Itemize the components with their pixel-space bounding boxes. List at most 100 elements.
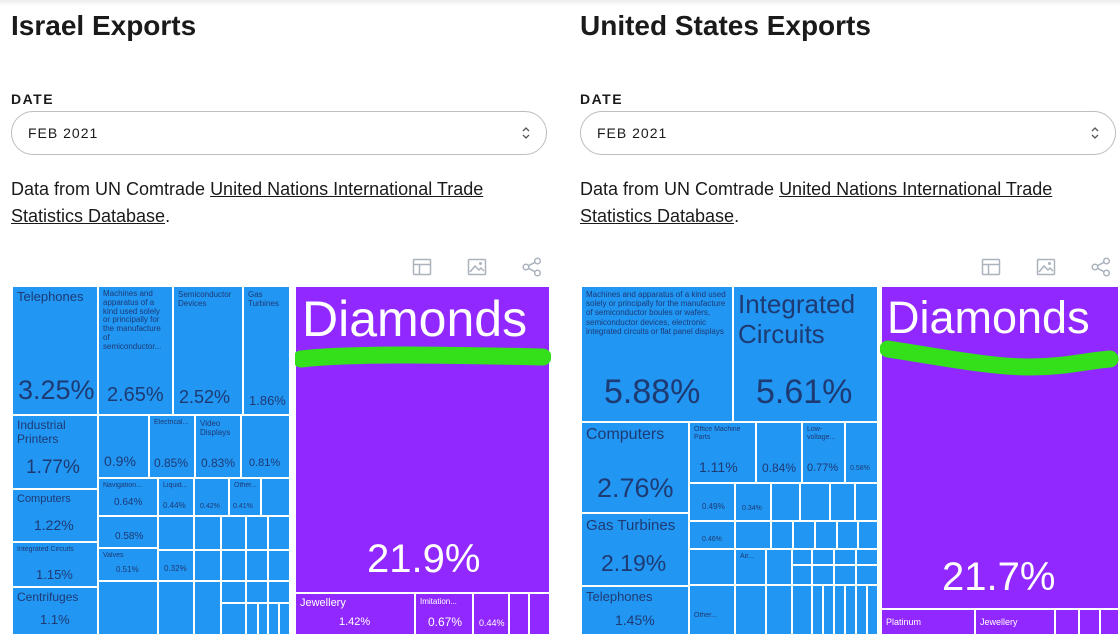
treemap-tile[interactable] — [689, 549, 735, 585]
treemap-tile[interactable] — [261, 478, 290, 516]
table-icon[interactable] — [411, 256, 433, 278]
treemap-tile[interactable]: 0.34% — [735, 483, 771, 521]
treemap-tile[interactable]: Navigation... 0.64% — [98, 478, 158, 516]
treemap-tile[interactable]: Gas Turbines 2.19% — [581, 513, 689, 586]
treemap-tile[interactable] — [792, 565, 812, 585]
treemap-tile[interactable]: Platinum — [881, 609, 975, 635]
table-icon[interactable] — [980, 256, 1002, 278]
treemap-tile[interactable] — [509, 593, 529, 635]
treemap-tile[interactable]: Video Displays 0.83% — [195, 415, 241, 478]
treemap-tile[interactable]: Computers 2.76% — [581, 422, 689, 513]
treemap-tile[interactable] — [1079, 609, 1100, 635]
treemap-tile[interactable]: Semiconductor Devices 2.52% — [173, 286, 243, 415]
image-icon[interactable] — [466, 256, 488, 278]
treemap-tile-diamonds[interactable]: Diamonds 21.9% — [295, 286, 550, 593]
treemap-tile[interactable] — [771, 483, 800, 521]
treemap-tile[interactable] — [194, 550, 221, 581]
treemap-tile[interactable]: 0.58% — [845, 422, 878, 483]
treemap-tile[interactable] — [792, 585, 812, 635]
treemap-tile[interactable]: Low-voltage... 0.77% — [802, 422, 845, 483]
treemap-tile[interactable]: Office Machine Parts 1.11% — [689, 422, 756, 483]
treemap-tile[interactable]: Other... — [689, 585, 735, 635]
treemap-tile[interactable]: Jewellery — [975, 609, 1055, 635]
treemap-tile[interactable] — [1100, 609, 1119, 635]
treemap-tile[interactable] — [792, 549, 812, 565]
treemap-tile[interactable]: 0.58% — [98, 516, 158, 548]
treemap-tile[interactable] — [812, 585, 823, 635]
treemap-tile[interactable] — [837, 521, 858, 549]
treemap-tile[interactable]: Centrifuges 1.1% — [12, 587, 98, 635]
treemap-tile[interactable] — [221, 581, 246, 603]
treemap-tile[interactable] — [268, 516, 290, 550]
treemap-tile[interactable]: 0.44% — [473, 593, 509, 635]
treemap-tile[interactable]: Other... 0.41% — [229, 478, 261, 516]
treemap-tile[interactable] — [98, 581, 158, 635]
source-link[interactable]: United Nations International Trade Stati… — [580, 179, 1053, 226]
treemap-tile[interactable] — [194, 516, 221, 550]
treemap-tile[interactable]: Industrial Printers 1.77% — [12, 415, 98, 489]
treemap-tile[interactable] — [856, 549, 878, 565]
treemap-tile[interactable] — [735, 585, 766, 635]
treemap-tile[interactable]: Valves 0.51% — [98, 548, 158, 581]
treemap-tile[interactable]: Jewellery 1.42% — [295, 593, 415, 635]
treemap-tile[interactable]: 0.46% — [689, 521, 735, 549]
date-select[interactable]: FEB 2021 — [580, 111, 1116, 155]
treemap-tile[interactable] — [834, 585, 845, 635]
treemap-tile[interactable] — [812, 565, 834, 585]
treemap-tile[interactable]: 0.81% — [241, 415, 290, 478]
treemap-tile[interactable] — [823, 585, 834, 635]
treemap-tile[interactable]: 0.32% — [158, 550, 194, 581]
share-icon[interactable] — [521, 256, 543, 278]
treemap-tile[interactable] — [268, 603, 279, 635]
treemap-tile[interactable]: Imitation... 0.67% — [415, 593, 473, 635]
treemap-tile[interactable]: Machines and apparatus of a kind used so… — [581, 286, 733, 422]
treemap-tile[interactable] — [812, 549, 834, 565]
treemap-tile[interactable] — [793, 521, 815, 549]
treemap-tile[interactable] — [258, 603, 268, 635]
treemap-tile[interactable] — [834, 565, 856, 585]
treemap-tile[interactable]: Gas Turbines 1.86% — [243, 286, 290, 415]
treemap-tile[interactable] — [221, 603, 246, 635]
treemap-tile[interactable]: Machines and apparatus of a kind used so… — [98, 286, 173, 415]
date-select[interactable]: FEB 2021 — [11, 111, 547, 155]
treemap-tile[interactable] — [845, 585, 856, 635]
treemap-tile[interactable] — [529, 593, 550, 635]
treemap-tile[interactable] — [800, 483, 830, 521]
treemap-tile[interactable]: Integrated Circuits 1.15% — [12, 542, 98, 587]
treemap-tile[interactable]: Telephones 1.45% — [581, 586, 689, 635]
treemap-tile-diamonds[interactable]: Diamonds 21.7% — [881, 286, 1119, 609]
treemap-tile[interactable] — [221, 516, 246, 550]
treemap-tile[interactable] — [194, 581, 221, 635]
treemap-tile[interactable] — [735, 521, 771, 549]
treemap-tile[interactable] — [246, 581, 268, 603]
treemap-tile[interactable]: Integrated Circuits 5.61% — [733, 286, 878, 422]
treemap-tile[interactable]: Telephones 3.25% — [12, 286, 98, 415]
treemap-tile[interactable] — [771, 521, 793, 549]
treemap-tile[interactable] — [815, 521, 837, 549]
treemap-tile[interactable]: 0.42% — [194, 478, 229, 516]
treemap-tile[interactable]: Air... — [735, 549, 766, 585]
treemap-tile[interactable] — [856, 565, 878, 585]
share-icon[interactable] — [1090, 256, 1112, 278]
treemap-tile[interactable]: 0.49% — [689, 483, 735, 521]
treemap-tile[interactable] — [268, 581, 290, 603]
treemap-tile[interactable] — [246, 516, 268, 550]
treemap-tile[interactable] — [766, 585, 792, 635]
treemap-tile[interactable] — [221, 550, 246, 581]
treemap-tile[interactable] — [268, 550, 290, 581]
treemap-tile[interactable] — [858, 521, 878, 549]
treemap-tile[interactable] — [246, 550, 268, 581]
treemap-tile[interactable] — [279, 603, 290, 635]
treemap-tile[interactable]: Electrical... 0.85% — [149, 415, 195, 478]
treemap-tile[interactable] — [830, 483, 855, 521]
treemap-tile[interactable] — [867, 585, 878, 635]
treemap-tile[interactable] — [766, 549, 792, 585]
treemap-tile[interactable] — [158, 516, 194, 550]
treemap-tile[interactable] — [856, 585, 867, 635]
treemap-tile[interactable] — [834, 549, 856, 565]
treemap-tile[interactable] — [855, 483, 878, 521]
treemap-tile[interactable]: Liquid... 0.44% — [158, 478, 194, 516]
image-icon[interactable] — [1035, 256, 1057, 278]
treemap-tile[interactable] — [1055, 609, 1079, 635]
treemap-tile[interactable] — [246, 603, 258, 635]
